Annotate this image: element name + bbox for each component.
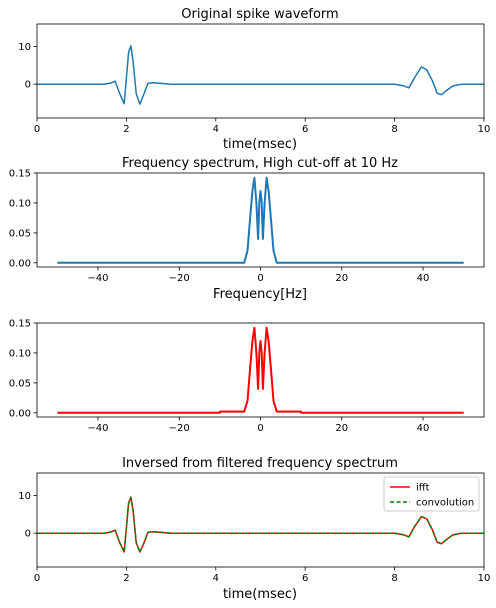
y-tick-label: 0 bbox=[25, 80, 31, 91]
legend-frame bbox=[383, 476, 480, 512]
panel-frequency-spectrum: Frequency spectrum, High cut-off at 10 H… bbox=[9, 156, 485, 302]
x-tick-label: 2 bbox=[123, 124, 129, 135]
panel-2-title: Frequency spectrum, High cut-off at 10 H… bbox=[122, 156, 398, 171]
y-tick-label: 0.15 bbox=[9, 169, 31, 180]
legend: ifft convolution bbox=[383, 476, 480, 512]
y-tick-label: 0.00 bbox=[9, 408, 31, 419]
series-line-3-0 bbox=[57, 326, 464, 414]
x-tick-label: 8 bbox=[391, 124, 397, 135]
y-tick-label: 0.15 bbox=[9, 319, 31, 330]
panel-4-plot: 0 2 4 6 8 10 0 10 bbox=[18, 472, 491, 584]
y-tick-label: 0.05 bbox=[9, 228, 31, 239]
y-tick-label: 0 bbox=[25, 529, 31, 540]
x-tick-label: 6 bbox=[302, 124, 308, 135]
panel-1-plot: 0 2 4 6 8 10 0 10 bbox=[18, 23, 491, 135]
panel-3-plot: −40 −20 0 20 40 0.00 0.05 0.10 0.15 bbox=[9, 319, 485, 434]
x-tick-label: −40 bbox=[87, 423, 108, 434]
panel-inversed: Inversed from filtered frequency spectru… bbox=[18, 456, 490, 602]
x-tick-label: 4 bbox=[213, 124, 219, 135]
legend-label-ifft: ifft bbox=[416, 483, 430, 494]
panel-1-xlabel: time(msec) bbox=[223, 137, 297, 152]
y-tick-label: 10 bbox=[18, 42, 31, 53]
axes-frame bbox=[36, 23, 485, 119]
x-tick-label: 20 bbox=[335, 273, 348, 284]
panel-2-xlabel: Frequency[Hz] bbox=[213, 287, 307, 302]
x-tick-label: 10 bbox=[478, 573, 491, 584]
y-tick-label: 0.10 bbox=[9, 348, 31, 359]
y-tick-label: 10 bbox=[18, 491, 31, 502]
series-line-2-0 bbox=[57, 176, 464, 264]
x-tick-label: 0 bbox=[34, 124, 40, 135]
x-tick-label: 40 bbox=[417, 273, 430, 284]
x-tick-label: 0 bbox=[257, 273, 263, 284]
x-tick-label: −40 bbox=[87, 273, 108, 284]
x-tick-label: 0 bbox=[257, 423, 263, 434]
x-tick-label: −20 bbox=[169, 273, 190, 284]
panel-1-title: Original spike waveform bbox=[181, 7, 338, 22]
panel-filtered-spectrum: −40 −20 0 20 40 0.00 0.05 0.10 0.15 bbox=[9, 319, 485, 434]
x-tick-label: 20 bbox=[335, 423, 348, 434]
x-tick-label: 6 bbox=[302, 573, 308, 584]
x-tick-label: −20 bbox=[169, 423, 190, 434]
x-tick-label: 8 bbox=[391, 573, 397, 584]
y-tick-label: 0.10 bbox=[9, 198, 31, 209]
legend-label-convolution: convolution bbox=[416, 498, 474, 509]
panel-original-spike: Original spike waveform 0 2 4 6 8 10 0 10 time(… bbox=[18, 7, 490, 152]
panel-4-title: Inversed from filtered frequency spectru… bbox=[122, 456, 398, 471]
x-tick-label: 10 bbox=[478, 124, 491, 135]
x-tick-label: 2 bbox=[123, 573, 129, 584]
axes-frame bbox=[36, 172, 485, 268]
axes-frame bbox=[36, 322, 485, 418]
axes-frame bbox=[36, 472, 485, 568]
series-line-1-0 bbox=[37, 45, 484, 105]
series-line-convolution bbox=[37, 496, 484, 553]
y-tick-label: 0.00 bbox=[9, 258, 31, 269]
panel-4-xlabel: time(msec) bbox=[223, 587, 297, 602]
x-tick-label: 0 bbox=[34, 573, 40, 584]
x-tick-label: 40 bbox=[417, 423, 430, 434]
x-tick-label: 4 bbox=[213, 573, 219, 584]
panel-2-plot: −40 −20 0 20 40 0.00 0.05 0.10 0.15 bbox=[9, 169, 485, 284]
y-tick-label: 0.05 bbox=[9, 378, 31, 389]
